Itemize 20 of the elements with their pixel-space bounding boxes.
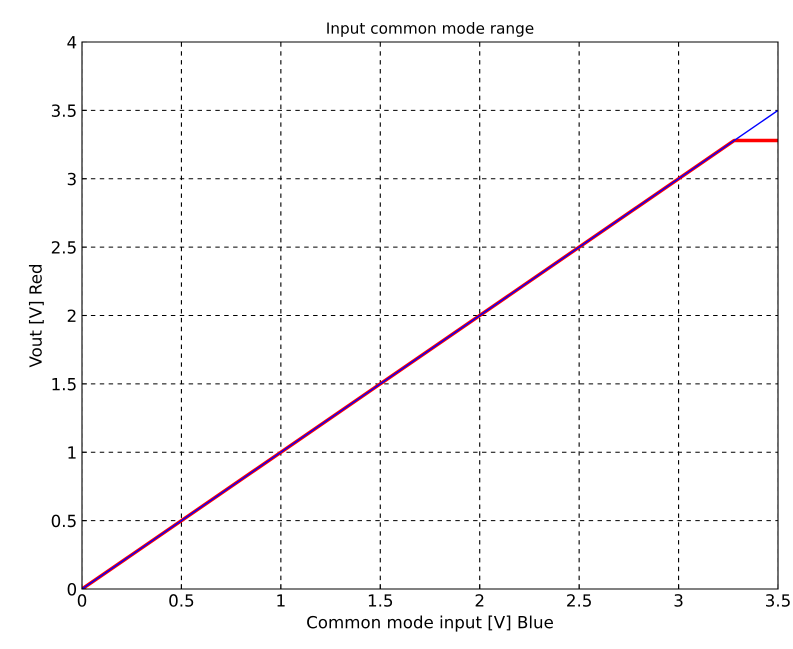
x-tick-label: 3.5 — [766, 594, 790, 607]
y-tick-label: 3.5 — [52, 104, 76, 117]
x-tick-label: 2.5 — [567, 594, 591, 607]
x-axis-title: Common mode input [V] Blue — [307, 616, 553, 632]
y-axis-title: Vout [V] Red — [28, 264, 44, 368]
y-tick-label: 1 — [68, 446, 76, 459]
x-tick-label: 0 — [78, 594, 86, 607]
y-tick-label: 0.5 — [52, 514, 76, 528]
y-tick-label: 4 — [67, 36, 76, 48]
x-tick-label: 1 — [277, 594, 285, 607]
chart-title: Input common mode range — [327, 22, 534, 37]
y-tick-label: 1.5 — [52, 378, 76, 390]
x-tick-label: 0.5 — [169, 594, 194, 607]
y-tick-label: 2.5 — [52, 241, 76, 254]
y-tick-label: 0 — [68, 582, 76, 596]
x-tick-label: 2 — [476, 594, 484, 607]
y-tick-label: 3 — [68, 172, 76, 186]
y-tick-label: 2 — [68, 309, 76, 322]
x-tick-label: 1.5 — [368, 594, 392, 607]
x-tick-label: 3 — [674, 594, 683, 607]
